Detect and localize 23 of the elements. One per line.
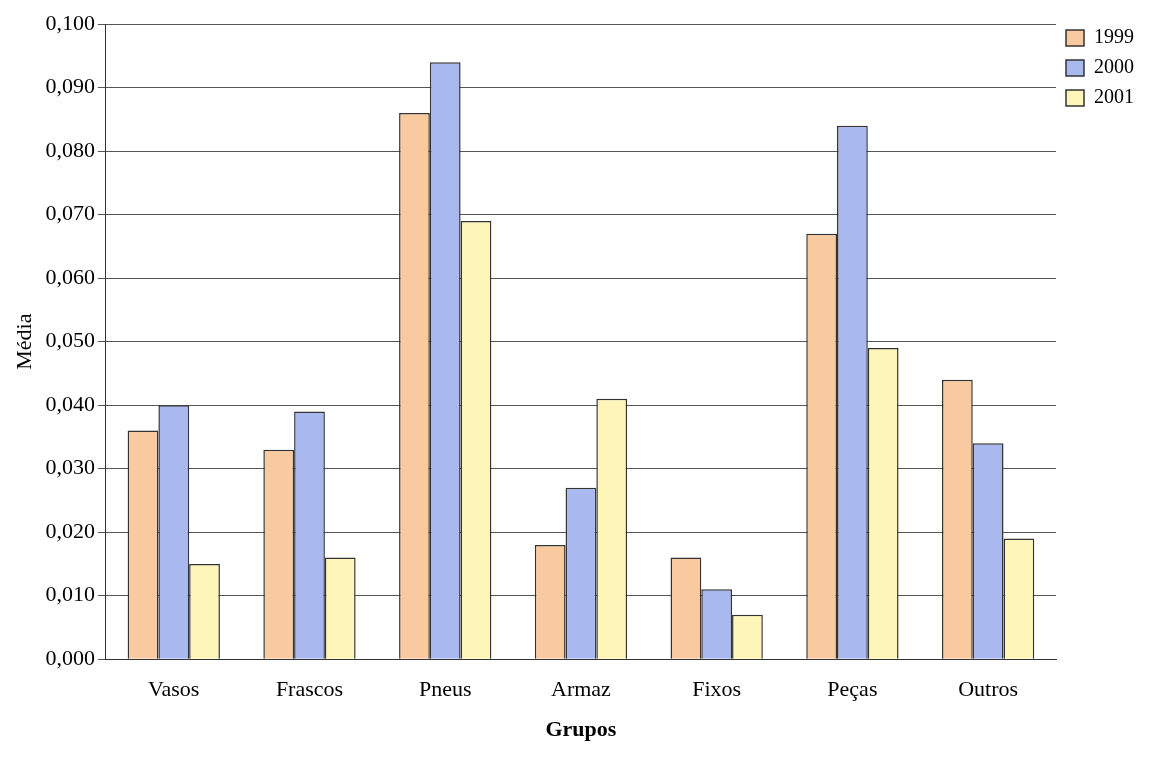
x-tick-label: Peças — [827, 676, 878, 702]
y-tick-label: 0,090 — [45, 73, 95, 99]
y-tick-label: 0,080 — [45, 136, 95, 162]
y-tick-label: 0,010 — [45, 581, 95, 607]
x-tick-label: Outros — [958, 676, 1019, 702]
y-tick-label: 0,020 — [45, 517, 95, 543]
legend-label: 2001 — [1094, 85, 1134, 108]
legend-label: 2000 — [1094, 55, 1134, 78]
x-tick-label: Armaz — [551, 676, 612, 702]
x-tick-label: Fixos — [692, 676, 742, 702]
y-axis-title: Média — [10, 313, 36, 370]
x-axis-title: Grupos — [545, 716, 617, 742]
y-tick-label: 0,070 — [45, 200, 95, 226]
x-tick-label: Frascos — [275, 676, 344, 702]
x-tick-label: Vasos — [148, 676, 200, 702]
y-tick-label: 0,030 — [45, 454, 95, 480]
x-tick-label: Pneus — [418, 676, 472, 702]
y-tick-label: 0,060 — [45, 263, 95, 289]
y-tick-label: 0,000 — [45, 644, 95, 670]
y-tick-label: 0,100 — [45, 9, 95, 35]
y-tick-label: 0,050 — [45, 327, 95, 353]
y-tick-label: 0,040 — [45, 390, 95, 416]
legend-label: 1999 — [1094, 25, 1134, 48]
